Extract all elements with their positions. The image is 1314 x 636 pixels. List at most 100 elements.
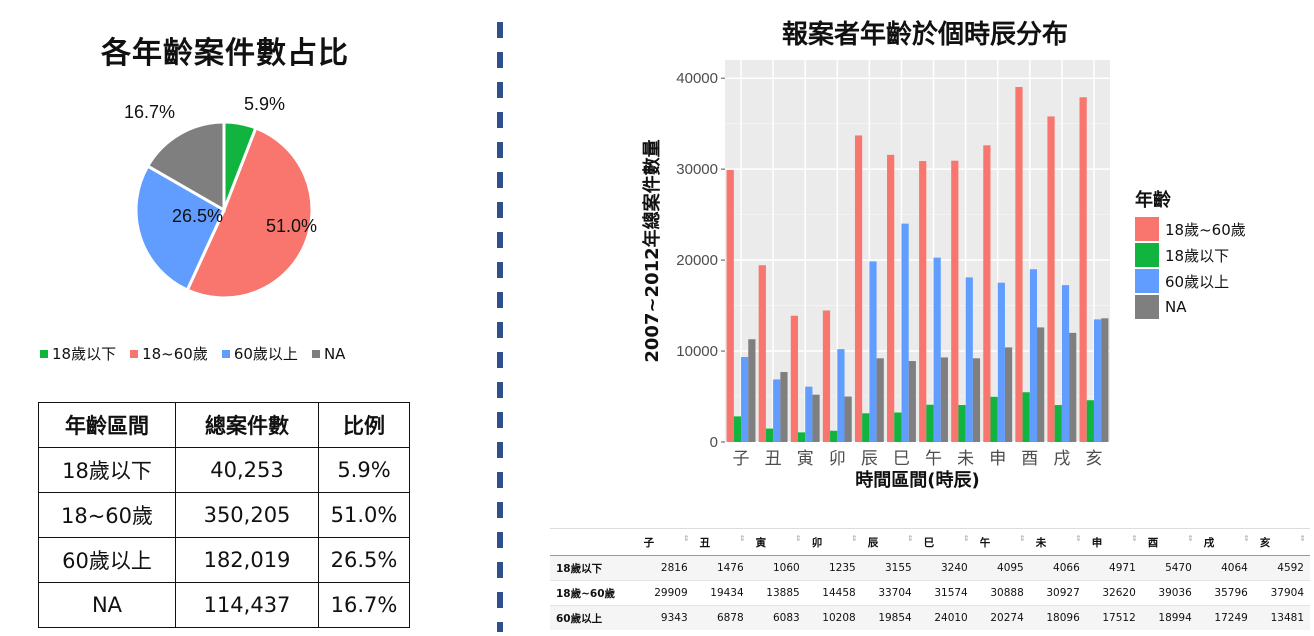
table-cell: 4095 bbox=[973, 555, 1030, 581]
sortable-column-header[interactable]: 寅 ⇕ bbox=[749, 528, 806, 556]
table-cell: 30927 bbox=[1029, 580, 1086, 606]
table-cell: 114,437 bbox=[175, 582, 319, 628]
bar-chart: 0 10000 20000 30000 40000 子丑寅卯辰巳午未申酉戌亥時間區間(時辰… bbox=[641, 60, 1110, 491]
sortable-column-header[interactable]: 申 ⇕ bbox=[1085, 528, 1142, 556]
row-header: 60歲以上 bbox=[550, 605, 638, 630]
column-header-label: 寅 bbox=[755, 536, 767, 549]
table-header-row: 年齡區間 總案件數 比例 bbox=[38, 402, 410, 448]
bar-legend-item: 60歲以上 bbox=[1135, 268, 1246, 294]
table-cell: 19434 bbox=[693, 580, 750, 606]
sortable-column-header[interactable]: 巳 ⇕ bbox=[917, 528, 974, 556]
table-cell: 5.9% bbox=[318, 447, 410, 493]
x-tick-label: 丑 bbox=[765, 449, 782, 469]
row-header: 18歲~60歲 bbox=[550, 580, 638, 606]
table-cell: NA bbox=[38, 582, 176, 628]
bar-legend-item: 18歲以下 bbox=[1135, 242, 1246, 268]
sort-icon: ⇕ bbox=[1299, 534, 1306, 543]
table-cell: 29909 bbox=[637, 580, 694, 606]
table-row: 18歲以下 2816 1476 1060 1235 3155 3240 4095 4066 497… bbox=[550, 555, 1310, 581]
y-tick-label: 20000 bbox=[676, 252, 718, 269]
bar-chart-title: 報案者年齡於個時辰分布 bbox=[781, 20, 1068, 50]
y-tick-label: 30000 bbox=[676, 161, 718, 178]
bar bbox=[1079, 97, 1087, 443]
table-cell: 39036 bbox=[1141, 580, 1198, 606]
legend-label: 18~60歲 bbox=[142, 345, 208, 363]
bar bbox=[773, 379, 781, 442]
y-axis-label: 2007~2012年總案件數量 bbox=[641, 139, 663, 362]
table-cell: 3155 bbox=[861, 555, 918, 581]
pie-legend-item: 18~60歲 bbox=[130, 343, 208, 364]
sortable-column-header[interactable]: 亥 ⇕ bbox=[1253, 528, 1310, 556]
table-cell: 9343 bbox=[637, 605, 694, 630]
y-tick-label: 40000 bbox=[676, 70, 718, 87]
x-tick-label: 亥 bbox=[1085, 449, 1102, 469]
bar bbox=[790, 315, 798, 442]
sortable-column-header[interactable]: 丑 ⇕ bbox=[693, 528, 750, 556]
x-tick-label: 午 bbox=[925, 449, 942, 469]
table-cell: 30888 bbox=[973, 580, 1030, 606]
sortable-column-header[interactable]: 戌 ⇕ bbox=[1197, 528, 1254, 556]
pie-slice bbox=[185, 126, 314, 300]
bar bbox=[965, 277, 973, 442]
sort-icon: ⇕ bbox=[1243, 534, 1250, 543]
x-tick-label: 卯 bbox=[829, 449, 846, 469]
bar bbox=[748, 339, 756, 442]
table-cell: 17249 bbox=[1197, 605, 1254, 630]
legend-swatch bbox=[40, 349, 48, 358]
table-cell: 26.5% bbox=[318, 537, 410, 583]
bar bbox=[1022, 392, 1030, 442]
table-cell: 1476 bbox=[693, 555, 750, 581]
bar bbox=[1069, 332, 1077, 442]
bar bbox=[869, 261, 877, 442]
table-cell: 13885 bbox=[749, 580, 806, 606]
sortable-column-header[interactable]: 酉 ⇕ bbox=[1141, 528, 1198, 556]
sortable-column-header[interactable]: 卯 ⇕ bbox=[805, 528, 862, 556]
sort-icon: ⇕ bbox=[1131, 534, 1138, 543]
table-cell: 13481 bbox=[1253, 605, 1310, 630]
sortable-column-header[interactable]: 午 ⇕ bbox=[973, 528, 1030, 556]
column-header-label: 亥 bbox=[1259, 536, 1271, 549]
sortable-column-header[interactable]: 子 ⇕ bbox=[637, 528, 694, 556]
sort-icon: ⇕ bbox=[682, 534, 690, 543]
x-tick-label: 寅 bbox=[797, 449, 814, 469]
table-cell: 10208 bbox=[805, 605, 862, 630]
dashed-divider bbox=[497, 22, 503, 632]
sort-icon: ⇕ bbox=[738, 534, 746, 543]
column-header-label: 戌 bbox=[1203, 536, 1215, 549]
legend-label: 18歲~60歲 bbox=[1165, 220, 1246, 239]
bar bbox=[997, 282, 1005, 442]
bar bbox=[1037, 327, 1045, 442]
sortable-column-header[interactable]: 未 ⇕ bbox=[1029, 528, 1086, 556]
bar bbox=[990, 396, 998, 442]
pie-legend-item: NA bbox=[311, 345, 345, 363]
bar bbox=[983, 145, 991, 442]
table-cell: 18096 bbox=[1029, 605, 1086, 630]
table-cell: 350,205 bbox=[175, 492, 319, 538]
table-cell: 4592 bbox=[1253, 555, 1310, 581]
bar bbox=[1093, 319, 1102, 442]
x-tick-label: 巳 bbox=[893, 449, 910, 469]
legend-label: 18歲以下 bbox=[1165, 246, 1230, 265]
bar bbox=[726, 169, 734, 442]
legend-label: 60歲以上 bbox=[1165, 272, 1230, 291]
table-cell: 16.7% bbox=[318, 582, 410, 628]
legend-swatch bbox=[1135, 269, 1159, 293]
table-cell: 4066 bbox=[1029, 555, 1086, 581]
bar-legend-item: 18歲~60歲 bbox=[1135, 216, 1246, 242]
bar bbox=[1061, 285, 1070, 442]
bar bbox=[1047, 116, 1055, 443]
pie-slice-label: 16.7% bbox=[124, 102, 175, 122]
table-row: NA 114,437 16.7% bbox=[38, 582, 410, 628]
table-row: 60歲以上 9343 6878 6083 10208 19854 24010 20274 180… bbox=[550, 605, 1310, 630]
pie-slice bbox=[134, 164, 226, 292]
bar bbox=[765, 428, 774, 442]
bar-legend: 年齡 18歲~60歲 18歲以下 60歲以上 NA bbox=[1135, 186, 1246, 320]
column-header-label: 未 bbox=[1035, 536, 1047, 549]
data-table-body: 18歲以下 2816 1476 1060 1235 3155 3240 4095 4066 497… bbox=[550, 555, 1310, 630]
bar bbox=[887, 154, 895, 442]
legend-swatch bbox=[221, 349, 230, 358]
sortable-column-header[interactable]: 辰 ⇕ bbox=[861, 528, 918, 556]
legend-label: NA bbox=[1165, 298, 1187, 316]
pie-slice bbox=[145, 120, 226, 213]
bar bbox=[780, 371, 788, 442]
